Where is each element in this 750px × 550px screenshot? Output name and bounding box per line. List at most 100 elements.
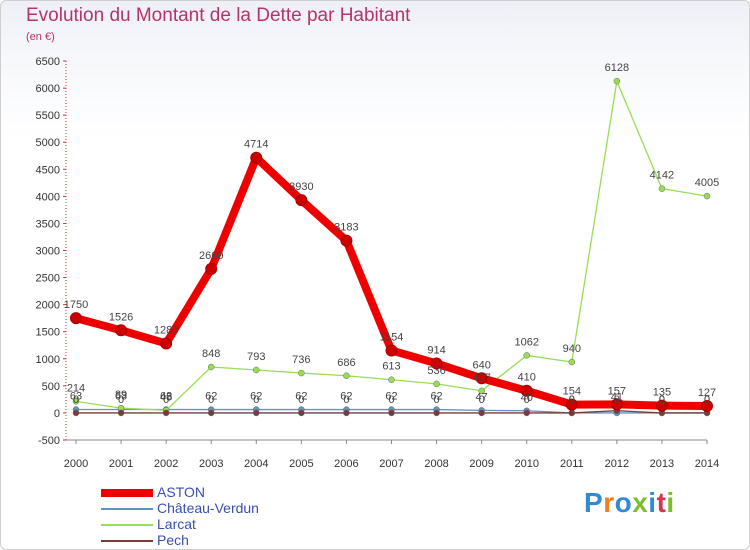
data-point-larcat <box>658 185 666 192</box>
legend-swatch <box>101 524 153 526</box>
brand-letter: i <box>666 487 675 518</box>
data-label-ch-teau-verdun: 47 <box>476 391 488 403</box>
legend-swatch <box>101 508 153 510</box>
data-label-larcat: 940 <box>563 343 581 355</box>
data-label-pech: 0 <box>73 394 79 406</box>
y-tick-label: 1000 <box>36 354 60 366</box>
legend: ASTON Château-Verdun Larcat Pech <box>101 484 321 549</box>
y-tick-label: 500 <box>42 381 60 393</box>
legend-swatch <box>101 540 153 542</box>
data-point-larcat <box>613 77 621 85</box>
data-label-ch-teau-verdun: 0 <box>704 394 710 406</box>
legend-item-ch-teau-verdun: Château-Verdun <box>101 500 321 517</box>
data-point-pech <box>207 409 215 417</box>
data-label-pech: 0 <box>163 394 169 406</box>
data-label-ch-teau-verdun: 62 <box>205 391 217 403</box>
data-point-larcat <box>343 372 350 380</box>
chart-subtitle: (en €) <box>26 31 55 43</box>
data-label-aston: 4714 <box>244 139 268 151</box>
y-tick-label: 2000 <box>36 300 60 312</box>
data-label-larcat: 48 <box>160 391 172 403</box>
data-point-larcat <box>703 192 711 200</box>
data-label-aston: 3183 <box>334 222 358 234</box>
data-label-aston: 1526 <box>109 311 133 323</box>
chart-title: Evolution du Montant de la Dette par Hab… <box>26 5 411 26</box>
data-point-larcat <box>388 376 395 383</box>
data-label-ch-teau-verdun: 62 <box>385 391 397 403</box>
data-label-ch-teau-verdun: 63 <box>115 391 127 403</box>
data-point-pech <box>253 409 260 417</box>
data-point-aston <box>340 234 353 247</box>
data-point-aston <box>385 344 398 357</box>
data-label-larcat: 89 <box>115 389 127 401</box>
data-label-pech: 0 <box>298 394 304 406</box>
brand-letter: o <box>614 487 633 518</box>
legend-label: ASTON <box>157 484 205 500</box>
data-label-aston: 157 <box>608 385 626 397</box>
legend-label: Pech <box>157 532 189 548</box>
data-point-larcat <box>298 369 305 377</box>
x-tick-label: 2007 <box>379 458 403 470</box>
data-label-aston: 135 <box>653 387 671 399</box>
data-label-larcat: 793 <box>247 351 265 363</box>
data-point-pech <box>343 409 350 417</box>
data-point-larcat <box>568 358 576 366</box>
data-label-larcat: 4142 <box>650 170 674 182</box>
brand-logo: Proxiti <box>584 487 675 519</box>
data-point-aston <box>610 398 623 411</box>
data-label-pech: 0 <box>208 394 214 406</box>
data-label-ch-teau-verdun: 62 <box>340 391 352 403</box>
data-label-ch-teau-verdun: 40 <box>521 392 533 404</box>
data-label-aston: 410 <box>518 372 536 384</box>
data-label-pech: 0 <box>253 394 259 406</box>
x-tick-label: 2000 <box>64 458 88 470</box>
data-label-larcat: 6128 <box>605 62 629 74</box>
x-tick-label: 2003 <box>199 458 223 470</box>
x-tick-label: 2006 <box>334 458 358 470</box>
x-tick-label: 2010 <box>514 458 538 470</box>
x-tick-label: 2012 <box>605 458 629 470</box>
data-point-pech <box>523 409 530 417</box>
data-label-aston: 1154 <box>380 331 404 343</box>
data-label-ch-teau-verdun: 62 <box>250 391 262 403</box>
brand-letter: r <box>603 487 615 518</box>
data-label-ch-teau-verdun: 0 <box>569 394 575 406</box>
legend-label: Larcat <box>157 516 196 532</box>
data-point-pech <box>72 409 80 417</box>
data-point-aston <box>295 194 308 207</box>
data-point-larcat <box>433 380 440 388</box>
data-label-pech: 0 <box>479 394 485 406</box>
data-label-aston: 1283 <box>154 324 178 336</box>
data-label-pech: 0 <box>569 394 575 406</box>
legend-item-aston: ASTON <box>101 484 321 501</box>
y-tick-label: 5500 <box>36 110 60 122</box>
data-label-larcat: 407 <box>472 372 490 384</box>
data-point-pech <box>478 409 485 417</box>
data-point-aston <box>475 372 488 385</box>
brand-letter: i <box>648 487 657 518</box>
x-tick-label: 2008 <box>424 458 448 470</box>
data-point-larcat <box>72 398 80 405</box>
data-point-pech <box>298 409 305 417</box>
data-label-aston: 1750 <box>64 299 88 311</box>
data-label-larcat: 736 <box>292 354 310 366</box>
line-chart: -500050010001500200025003000350040004500… <box>36 56 720 470</box>
y-tick-label: 6500 <box>36 56 60 68</box>
x-tick-label: 2009 <box>469 458 493 470</box>
data-label-aston: 3930 <box>289 181 313 193</box>
data-label-larcat: 214 <box>67 382 85 394</box>
data-point-larcat <box>253 366 260 374</box>
data-label-ch-teau-verdun: 62 <box>430 391 442 403</box>
y-tick-label: 4500 <box>36 164 60 176</box>
data-point-larcat <box>523 352 530 359</box>
data-label-ch-teau-verdun: 63 <box>70 391 82 403</box>
y-tick-label: 5000 <box>36 137 60 149</box>
brand-letter: x <box>632 487 649 518</box>
data-point-aston <box>160 337 173 350</box>
legend-label: Château-Verdun <box>157 500 259 516</box>
data-label-larcat: 1062 <box>514 336 538 348</box>
data-label-pech: 0 <box>704 394 710 406</box>
data-point-pech <box>117 409 125 417</box>
y-tick-label: 2500 <box>36 273 60 285</box>
